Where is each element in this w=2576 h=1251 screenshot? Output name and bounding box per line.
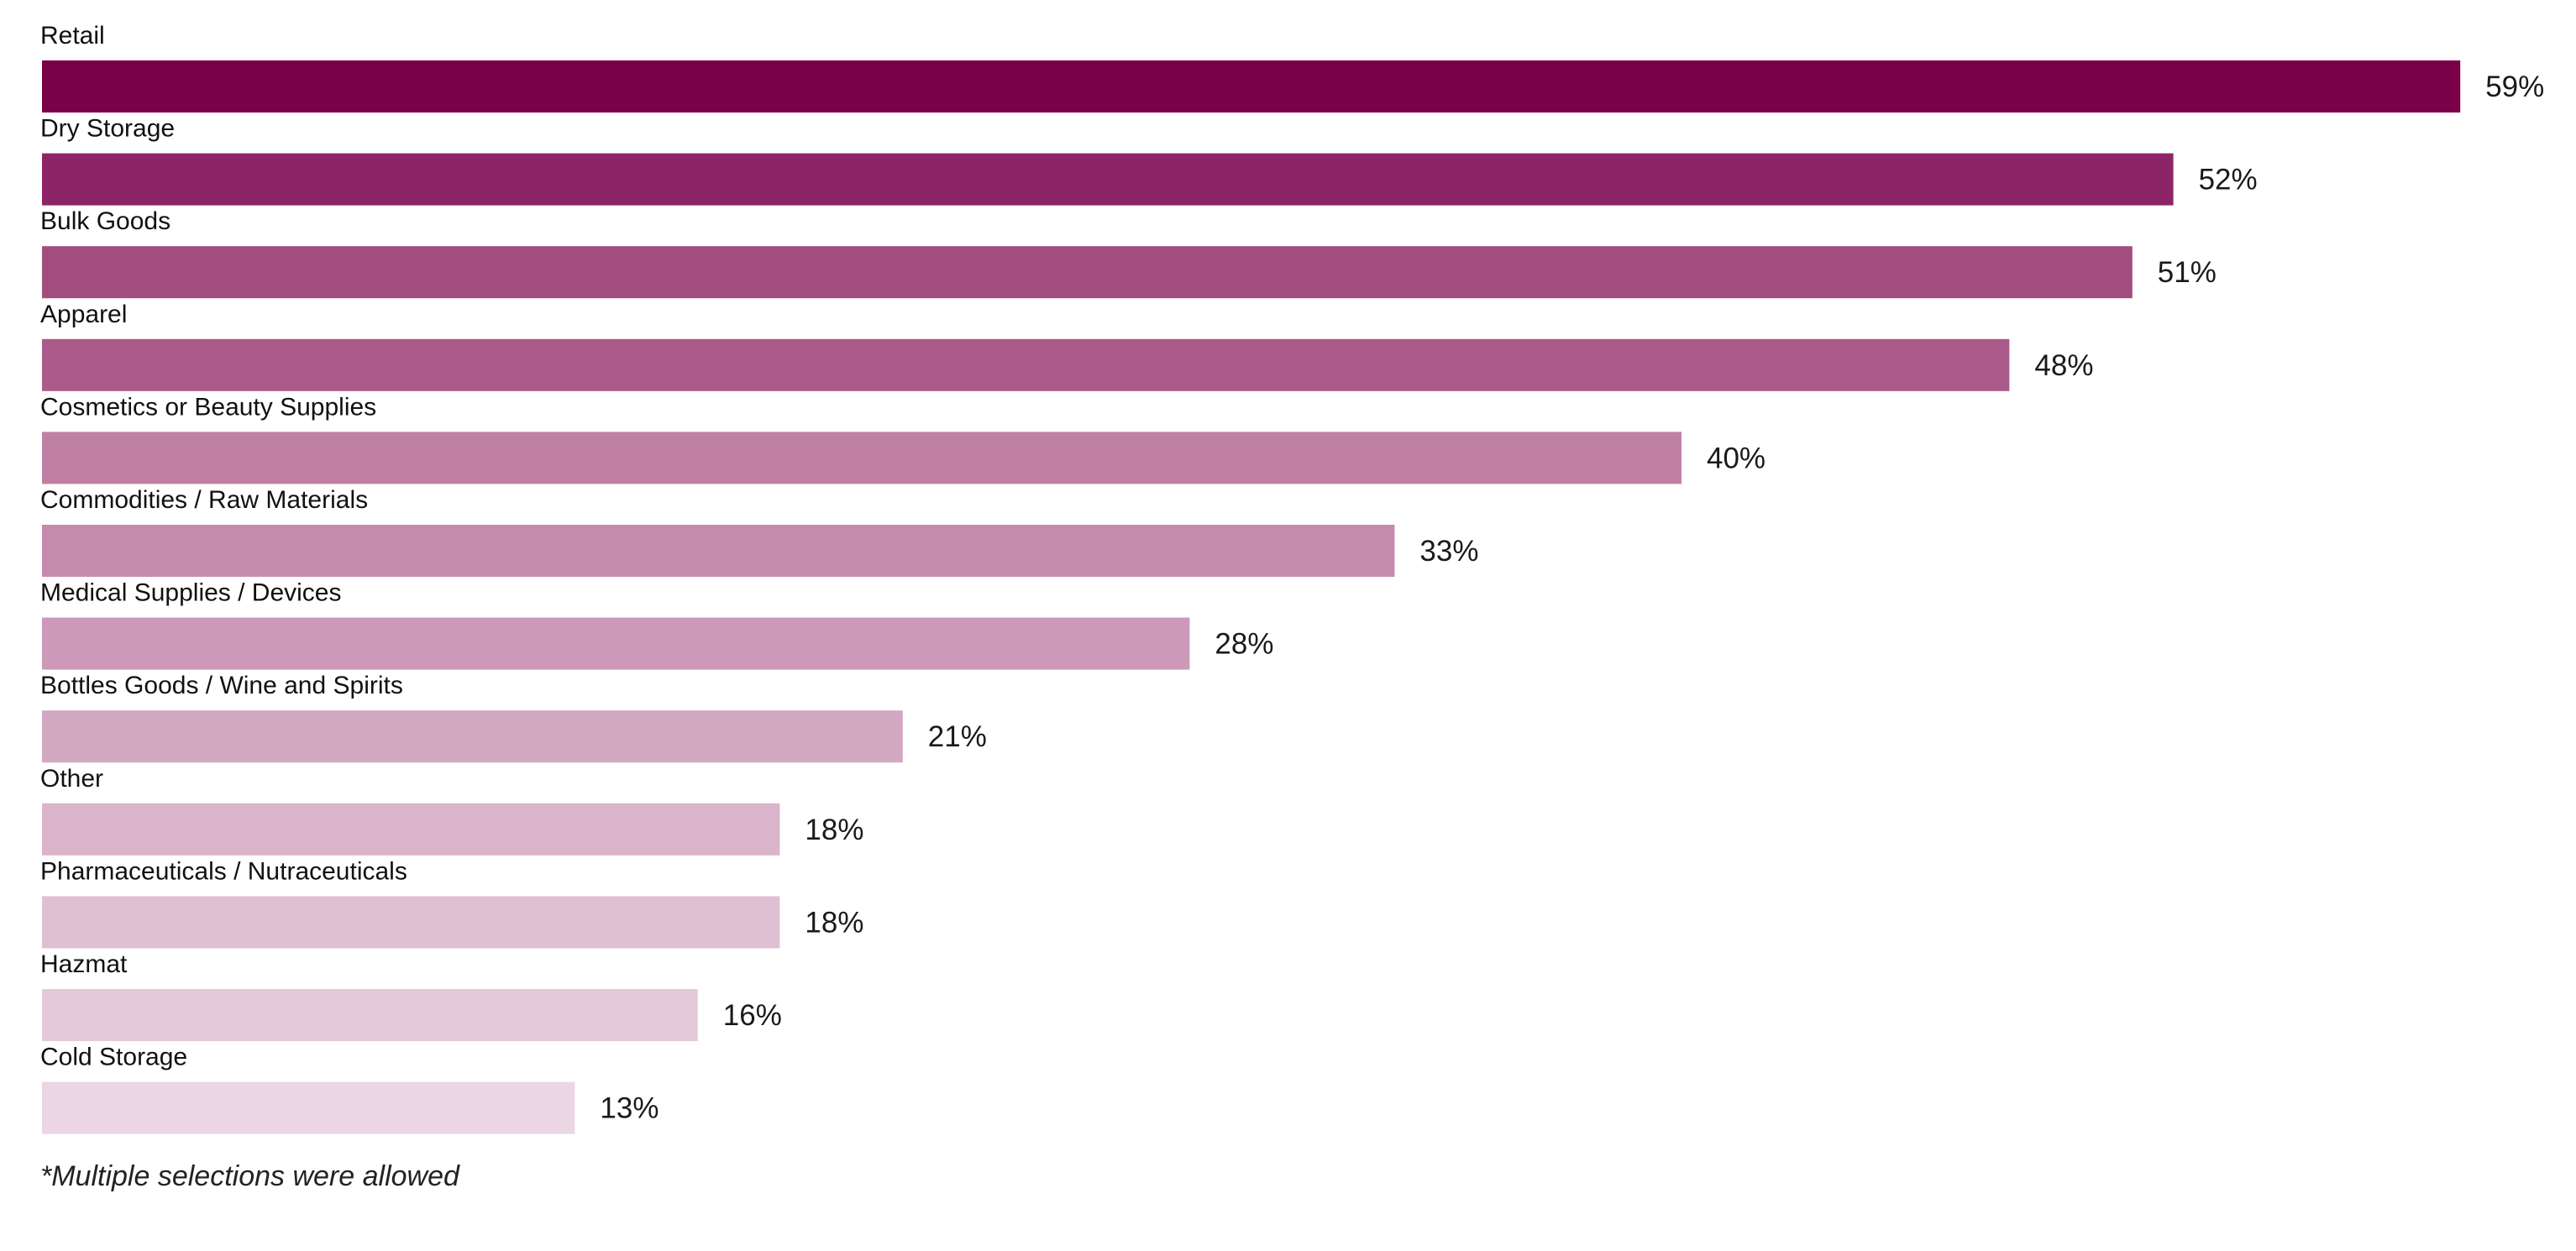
bar — [42, 1081, 575, 1134]
bar — [42, 989, 698, 1041]
bar-row: Dry Storage 52% — [40, 115, 2258, 206]
category-label: Retail — [40, 22, 105, 50]
bar — [42, 525, 1395, 577]
bar — [42, 60, 2461, 113]
value-label: 48% — [2034, 349, 2093, 382]
bar-row: Pharmaceuticals / Nutraceuticals 18% — [40, 857, 863, 949]
category-label: Apparel — [40, 301, 127, 328]
category-label: Cosmetics or Beauty Supplies — [40, 393, 376, 421]
category-label: Dry Storage — [40, 115, 175, 143]
value-label: 52% — [2199, 164, 2258, 196]
value-label: 51% — [2158, 256, 2217, 289]
bar — [42, 617, 1190, 670]
category-label: Bottles Goods / Wine and Spirits — [40, 672, 403, 699]
bar — [42, 432, 1681, 484]
category-label: Pharmaceuticals / Nutraceuticals — [40, 857, 407, 885]
category-label: Bulk Goods — [40, 207, 171, 235]
bar — [42, 710, 903, 763]
bar-row: Apparel 48% — [40, 301, 2093, 391]
value-label: 40% — [1707, 442, 1765, 474]
category-label: Cold Storage — [40, 1044, 187, 1071]
category-label: Medical Supplies / Devices — [40, 579, 342, 607]
bar-row: Cosmetics or Beauty Supplies 40% — [40, 393, 1765, 484]
bar-row: Hazmat 16% — [40, 950, 782, 1041]
bar — [42, 246, 2133, 299]
bar — [42, 153, 2174, 206]
bar-row: Commodities / Raw Materials 33% — [40, 486, 1478, 577]
footnote: *Multiple selections were allowed — [40, 1160, 459, 1192]
bar-row: Retail 59% — [40, 22, 2544, 113]
value-label: 16% — [723, 999, 782, 1032]
bar-row: Other 18% — [40, 765, 863, 856]
bar-row: Bottles Goods / Wine and Spirits 21% — [40, 672, 987, 763]
value-label: 28% — [1215, 628, 1273, 661]
bar-row: Bulk Goods 51% — [40, 207, 2217, 299]
category-label: Commodities / Raw Materials — [40, 486, 368, 514]
value-label: 33% — [1419, 535, 1478, 568]
category-label: Hazmat — [40, 950, 128, 978]
value-label: 18% — [805, 814, 863, 846]
bar-row: Cold Storage 13% — [40, 1044, 658, 1134]
value-label: 13% — [600, 1092, 658, 1125]
bar-row: Medical Supplies / Devices 28% — [40, 579, 1273, 670]
bar — [42, 896, 780, 949]
bar — [42, 338, 2010, 391]
value-label: 59% — [2485, 71, 2544, 103]
value-label: 21% — [928, 720, 987, 753]
value-label: 18% — [805, 906, 863, 939]
bar — [42, 803, 780, 856]
category-label: Other — [40, 765, 103, 793]
